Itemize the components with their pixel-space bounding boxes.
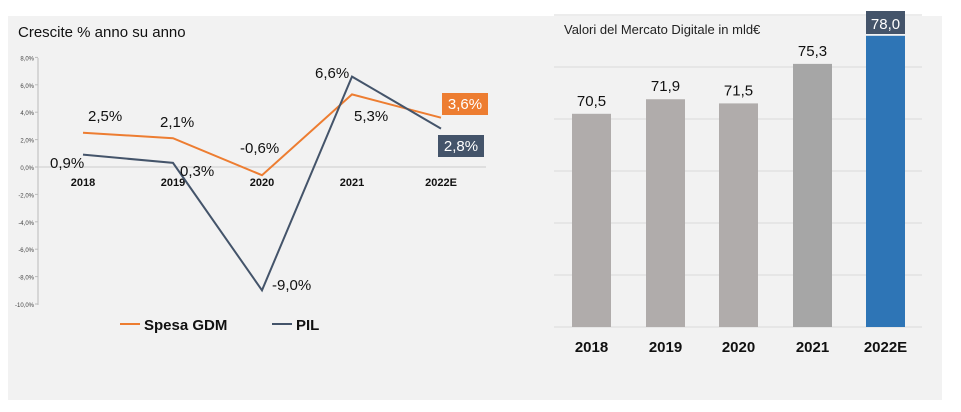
x-tick-label: 2018 <box>575 339 608 356</box>
data-label: 6,6% <box>315 65 349 82</box>
x-tick-label: 2021 <box>796 339 829 356</box>
line-chart-title: Crescite % anno su anno <box>18 24 186 41</box>
data-label: 2,8% <box>444 138 478 155</box>
data-label: 5,3% <box>354 108 388 125</box>
y-tick-label: 0,0% <box>20 166 34 172</box>
series-line-pil <box>82 75 442 293</box>
y-tick-label: -10,0% <box>15 303 35 309</box>
data-label: 3,6% <box>448 96 482 113</box>
data-label: 70,5 <box>577 93 606 110</box>
x-tick-label: 2019 <box>649 339 682 356</box>
x-tick-label: 2019 <box>161 177 185 189</box>
bar-2020 <box>719 103 758 328</box>
y-tick-label: -4,0% <box>18 221 34 227</box>
bar-2021 <box>793 63 832 327</box>
data-label: 0,9% <box>50 155 84 172</box>
y-tick-label: 6,0% <box>20 84 34 90</box>
y-tick-label: 8,0% <box>20 56 34 62</box>
x-tick-label: 2022E <box>425 177 457 189</box>
data-label-box <box>866 11 905 34</box>
y-tick-label: 2,0% <box>20 139 34 145</box>
legend-label: PIL <box>296 317 319 334</box>
data-label: 0,3% <box>180 163 214 180</box>
x-tick-label: 2020 <box>722 339 755 356</box>
bar-2022E <box>866 35 905 328</box>
data-label: 71,9 <box>651 78 680 95</box>
x-tick-label: 2020 <box>250 177 274 189</box>
data-label: 2,5% <box>88 108 122 125</box>
data-label: 75,3 <box>798 43 827 60</box>
data-label: 78,0 <box>871 16 900 33</box>
x-tick-label: 2018 <box>71 177 95 189</box>
data-label: 71,5 <box>724 82 753 99</box>
data-label-box <box>442 93 488 115</box>
data-label: -9,0% <box>272 277 311 294</box>
y-tick-label: 4,0% <box>20 111 34 117</box>
legend-label: Spesa GDM <box>144 317 227 334</box>
series-line-spesa-gdm <box>82 93 442 177</box>
x-tick-label: 2022E <box>864 339 907 356</box>
y-tick-label: -8,0% <box>18 276 34 282</box>
data-label-box <box>438 135 484 157</box>
background-panel <box>8 16 942 400</box>
x-tick-label: 2021 <box>340 177 364 189</box>
data-label: -0,6% <box>240 140 279 157</box>
y-tick-label: -2,0% <box>18 193 34 199</box>
bar-2019 <box>646 99 685 328</box>
data-label: 2,1% <box>160 114 194 131</box>
bar-chart-title: Valori del Mercato Digitale in mld€ <box>564 22 761 37</box>
y-tick-label: -6,0% <box>18 248 34 254</box>
bar-2018 <box>572 113 611 327</box>
